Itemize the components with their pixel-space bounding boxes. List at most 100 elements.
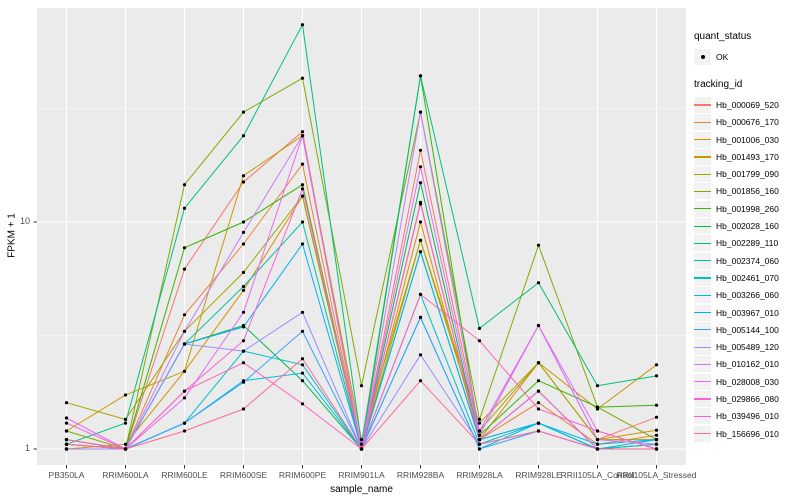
data-point-marker — [182, 429, 187, 433]
data-point-marker — [536, 407, 541, 411]
y-tick-label-10: 10 — [19, 216, 30, 226]
legend-item-label: Hb_005144_100 — [716, 324, 779, 335]
x-tick-label: RRIM600PE — [278, 470, 327, 480]
series-color-line-icon — [694, 363, 711, 366]
legend-color-key-icon — [694, 287, 711, 304]
data-point-marker — [595, 442, 600, 446]
series-color-line-icon — [694, 329, 711, 331]
data-point-marker — [241, 134, 246, 138]
legend-color-key-icon — [694, 269, 711, 286]
data-point-marker — [64, 421, 69, 425]
data-point-marker — [182, 267, 187, 271]
x-tick-label: PB350LA — [48, 470, 85, 480]
data-point-marker — [359, 447, 364, 451]
legend-item: Hb_001856_160 — [694, 183, 798, 200]
data-point-marker — [241, 180, 246, 184]
data-point-marker — [418, 238, 423, 242]
data-point-marker — [477, 447, 482, 451]
legend-item: Hb_000676_170 — [694, 114, 798, 131]
data-point-marker — [536, 281, 541, 285]
legend-item: Hb_003266_060 — [694, 287, 798, 304]
legend-item-label: Hb_028008_030 — [716, 376, 779, 387]
legend-item-label: Hb_005489_120 — [716, 342, 779, 353]
legend-item: Hb_001799_090 — [694, 165, 798, 183]
data-point-marker — [418, 181, 423, 185]
data-point-marker — [418, 200, 423, 204]
data-point-marker — [536, 429, 541, 433]
series-color-line-icon — [694, 156, 711, 158]
legend-color-key-icon — [694, 356, 711, 373]
data-point-marker — [477, 442, 482, 446]
data-point-marker — [300, 194, 305, 198]
legend-item: Hb_005144_100 — [694, 321, 798, 338]
data-point-marker — [241, 325, 246, 329]
data-point-marker — [182, 421, 187, 425]
legend-item: Hb_005489_120 — [694, 338, 798, 356]
data-point-marker — [123, 447, 128, 451]
data-point-marker — [123, 393, 128, 397]
legend-item-label: Hb_002374_060 — [716, 255, 779, 266]
y-tick-label-1: 1 — [24, 443, 30, 453]
legend-item: Hb_003967_010 — [694, 304, 798, 321]
data-point-marker — [477, 417, 482, 421]
data-point-marker — [241, 220, 246, 224]
data-point-marker — [418, 292, 423, 296]
legend-item-label: Hb_002461_070 — [716, 272, 779, 283]
legend-color-key-icon — [694, 131, 711, 148]
data-point-marker — [182, 183, 187, 187]
series-color-line-icon — [694, 415, 711, 417]
series-color-line-icon — [694, 312, 711, 314]
data-point-marker — [300, 183, 305, 187]
data-point-marker — [654, 447, 659, 451]
data-point-marker — [241, 349, 246, 353]
data-point-marker — [654, 363, 659, 367]
legend-item: Hb_010162_010 — [694, 356, 798, 373]
legend-item: Hb_001998_260 — [694, 200, 798, 217]
x-tick-label: RRII105LA_Control — [560, 470, 635, 480]
data-point-marker — [241, 230, 246, 234]
data-point-marker — [477, 433, 482, 437]
legend-item-label: Hb_001006_030 — [716, 134, 779, 145]
legend-item: Hb_002461_070 — [694, 269, 798, 286]
series-color-line-icon — [694, 225, 711, 227]
data-point-marker — [536, 379, 541, 383]
legend-item: Hb_002028_160 — [694, 217, 798, 235]
legend-item: Hb_002374_060 — [694, 252, 798, 269]
data-point-marker — [123, 421, 128, 425]
data-point-marker — [64, 447, 69, 451]
legend-color-key-icon — [694, 96, 711, 113]
data-point-marker — [241, 270, 246, 274]
legend: quant_status OK tracking_id Hb_000069_52… — [694, 31, 798, 442]
data-point-marker — [418, 353, 423, 357]
data-point-marker — [182, 246, 187, 250]
data-point-marker — [359, 384, 364, 388]
data-point-marker — [241, 284, 246, 289]
legend-title-tracking-id: tracking_id — [694, 79, 743, 91]
x-tick-label: RRIM600LE — [161, 470, 208, 480]
ok-key — [694, 48, 711, 65]
data-point-marker — [418, 220, 423, 224]
data-point-marker — [241, 361, 246, 365]
legend-item-label: Hb_003266_060 — [716, 290, 779, 301]
legend-item-label: Hb_001856_160 — [716, 186, 779, 197]
tracking-id-legend-items: Hb_000069_520 Hb_000676_170 Hb_001006_030 H… — [694, 96, 798, 442]
data-point-marker — [241, 110, 246, 114]
data-point-marker — [182, 206, 187, 210]
data-point-marker — [595, 405, 600, 409]
data-point-marker — [64, 401, 69, 405]
data-point-marker — [300, 130, 305, 134]
data-point-marker — [536, 389, 541, 393]
data-point-marker — [300, 76, 305, 80]
legend-item-label: Hb_000069_520 — [716, 99, 779, 110]
data-point-marker — [418, 250, 423, 254]
legend-color-key-icon — [694, 166, 711, 183]
legend-color-key-icon — [694, 304, 711, 321]
data-point-marker — [182, 369, 187, 373]
legend-item-label: Hb_001998_260 — [716, 203, 779, 214]
data-point-marker — [654, 403, 659, 407]
legend-item-label: Hb_002289_110 — [716, 238, 779, 249]
data-point-marker — [418, 379, 423, 383]
data-point-marker — [182, 313, 187, 317]
data-point-marker — [64, 429, 69, 433]
